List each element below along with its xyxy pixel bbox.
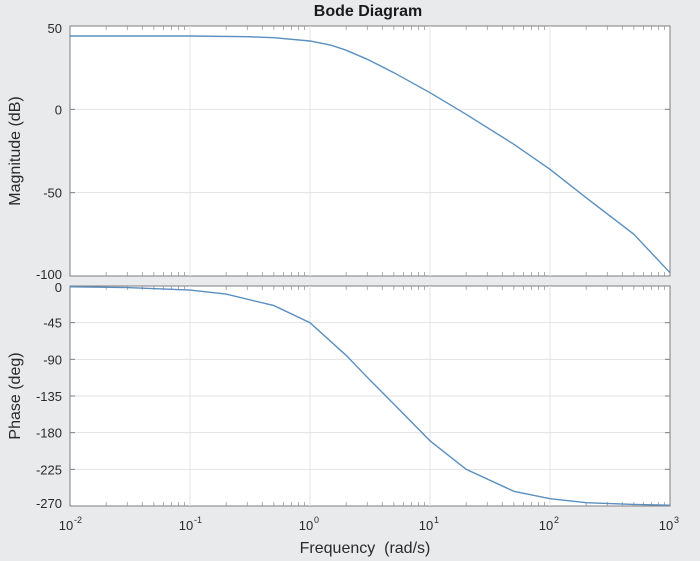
phase-y-tick-label: -270 xyxy=(36,496,62,511)
magnitude-y-axis-label: Magnitude (dB) xyxy=(7,96,24,205)
x-tick-exponent: 2 xyxy=(554,515,559,525)
x-tick-base: 10 xyxy=(299,518,313,533)
phase-y-tick-label: -225 xyxy=(36,462,62,477)
phase-y-tick-label: -135 xyxy=(36,389,62,404)
x-tick-exponent: -2 xyxy=(74,515,82,525)
x-tick-exponent: 1 xyxy=(434,515,439,525)
magnitude-y-tick-label: -100 xyxy=(36,267,62,282)
magnitude-y-tick-label: 0 xyxy=(55,102,62,117)
x-tick-label: 10 1 xyxy=(419,515,439,533)
magnitude-grid xyxy=(70,25,670,277)
x-tick-base: 10 xyxy=(659,518,673,533)
phase-y-tick-label: -90 xyxy=(43,352,62,367)
x-tick-label: 10 -2 xyxy=(59,515,82,533)
chart-title: Bode Diagram xyxy=(314,3,422,20)
x-tick-base: 10 xyxy=(59,518,73,533)
x-tick-base: 10 xyxy=(419,518,433,533)
phase-y-tick-label: -45 xyxy=(43,316,62,331)
x-tick-label: 10 2 xyxy=(539,515,559,533)
x-tick-labels: 10 -2 10 -1 10 0 10 1 10 2 10 3 xyxy=(59,515,679,533)
magnitude-y-tick-label: -50 xyxy=(43,186,62,201)
magnitude-series-line xyxy=(70,35,671,274)
magnitude-y-ticks: 50 0 -50 -100 xyxy=(36,21,62,282)
x-tick-exponent: -1 xyxy=(194,515,202,525)
x-tick-exponent: 0 xyxy=(314,515,319,525)
x-tick-base: 10 xyxy=(539,518,553,533)
x-tick-label: 10 -1 xyxy=(179,515,202,533)
x-tick-base: 10 xyxy=(179,518,193,533)
phase-y-tick-label: 0 xyxy=(55,280,62,295)
phase-y-ticks: 0 -45 -90 -135 -180 -225 -270 xyxy=(36,280,62,511)
x-axis-label: Frequency (rad/s) xyxy=(300,540,431,557)
x-tick-label: 10 3 xyxy=(659,515,679,533)
phase-y-axis-label: Phase (deg) xyxy=(7,352,24,439)
x-tick-label: 10 0 xyxy=(299,515,319,533)
phase-y-tick-label: -180 xyxy=(36,426,62,441)
magnitude-y-tick-label: 50 xyxy=(48,21,62,36)
x-tick-exponent: 3 xyxy=(674,515,679,525)
magnitude-plot-area xyxy=(69,25,671,277)
phase-series-line xyxy=(69,286,671,506)
